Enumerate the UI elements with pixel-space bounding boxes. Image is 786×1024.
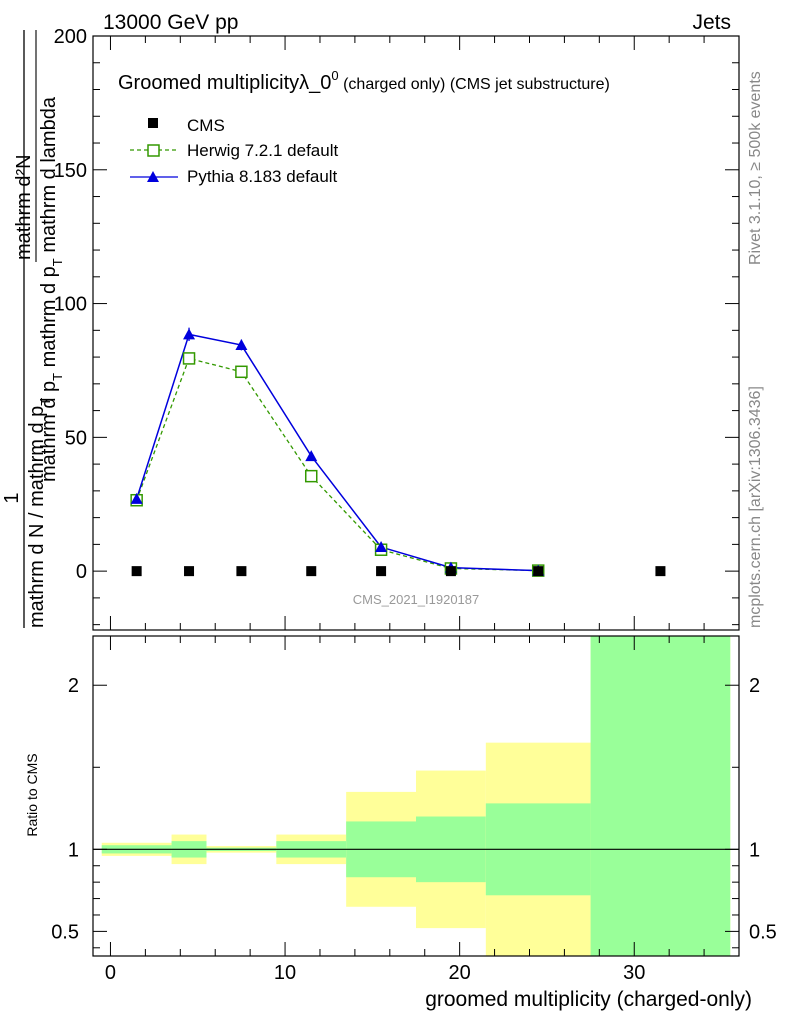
ratio-ylabel: Ratio to CMS xyxy=(24,753,40,836)
cms-point xyxy=(445,566,456,577)
pythia-point xyxy=(375,541,388,553)
ratio-ytick-label-right: 1 xyxy=(749,839,760,861)
mcplots-label: mcplots.cern.ch [arXiv:1306.3436] xyxy=(747,386,764,628)
main-plot-frame xyxy=(92,35,740,631)
header-energy: 13000 GeV pp xyxy=(103,11,238,34)
cms-point xyxy=(184,566,195,577)
ratio-ytick-label: 1 xyxy=(68,839,79,861)
main-ylabel: 1 mathrm d N / mathrm d pT mathrm d²N ma… xyxy=(1,30,65,628)
cms-point xyxy=(131,566,142,577)
ratio-ytick-label: 2 xyxy=(68,675,79,697)
pythia-point xyxy=(183,328,196,340)
main-ytick-label: 0 xyxy=(76,561,87,583)
ratio-xtick-label: 0 xyxy=(105,962,116,984)
header-jets: Jets xyxy=(692,11,731,34)
main-plot-area xyxy=(130,327,666,577)
ratio-ytick-label-right: 2 xyxy=(749,675,760,697)
herwig-point xyxy=(304,469,318,483)
herwig-point xyxy=(182,352,196,365)
main-ytick-label: 100 xyxy=(54,294,87,316)
cms-point xyxy=(533,566,544,577)
ratio-plot-area xyxy=(93,636,739,956)
ratio-axis-ticks: 0.5 0.51 12 20 10 20 30 xyxy=(51,636,777,984)
ratio-xlabel: groomed multiplicity (charged-only) xyxy=(425,988,752,1011)
ratio-plot-frame xyxy=(92,635,740,957)
ylabel-denominator-2: mathrm d pT mathrm d pT mathrm d lambda xyxy=(38,96,65,482)
herwig-point xyxy=(235,365,248,379)
main-ytick-label: 50 xyxy=(65,427,87,449)
legend-pythia-label: Pythia 8.183 default xyxy=(187,167,338,186)
cms-point xyxy=(306,566,317,577)
cms-point xyxy=(655,566,666,577)
ylabel-numerator: mathrm d²N xyxy=(13,154,35,260)
herwig-series-line xyxy=(136,357,539,572)
legend-herwig-marker xyxy=(147,144,160,157)
legend-herwig-label: Herwig 7.2.1 default xyxy=(187,141,338,160)
ratio-xtick-label: 20 xyxy=(449,962,471,984)
pythia-point xyxy=(305,450,318,462)
ratio-band-green xyxy=(590,636,731,956)
legend: CMS Herwig 7.2.1 default Pythia 8.183 de… xyxy=(130,116,338,186)
ratio-ytick-label-right: 0.5 xyxy=(749,921,777,943)
cms-point xyxy=(236,566,247,577)
legend-cms-label: CMS xyxy=(187,116,225,135)
main-ytick-label: 150 xyxy=(54,160,87,182)
analysis-watermark: CMS_2021_I1920187 xyxy=(353,592,480,607)
pythia-point xyxy=(235,339,248,351)
plot-title: Groomed multiplicityλ_00 (charged only) … xyxy=(118,68,610,94)
legend-pythia-marker xyxy=(147,171,159,182)
ratio-xtick-label: 10 xyxy=(274,962,296,984)
pythia-series-line xyxy=(135,333,539,572)
cms-point xyxy=(376,566,387,577)
ratio-ytick-label: 0.5 xyxy=(51,921,79,943)
rivet-version-label: Rivet 3.1.10, ≥ 500k events xyxy=(747,71,764,265)
ylabel-one: 1 xyxy=(1,492,23,503)
main-axis-ticks: 0 50 100 150 200 xyxy=(54,26,739,630)
ratio-xtick-label: 30 xyxy=(623,962,645,984)
main-ytick-label: 200 xyxy=(54,26,87,48)
legend-cms-marker xyxy=(148,118,158,128)
pythia-point xyxy=(130,492,143,504)
